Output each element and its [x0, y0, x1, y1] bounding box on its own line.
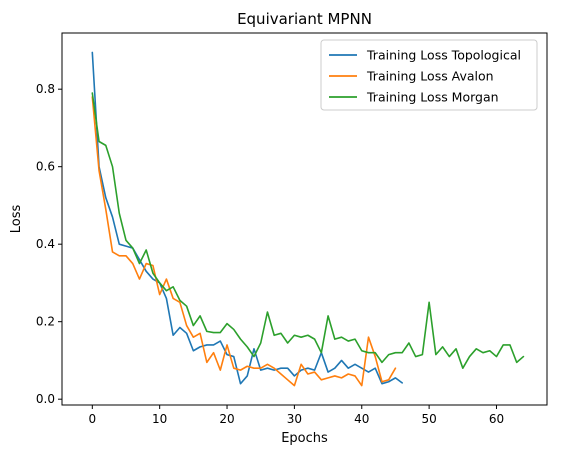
plot-area — [91, 51, 525, 387]
series-line-3 — [91, 92, 525, 369]
y-axis: 0.0 0.2 0.4 0.6 0.8 — [36, 82, 62, 406]
chart-title: Equivariant MPNN — [237, 10, 372, 28]
x-tick-label: 60 — [489, 412, 504, 426]
x-tick-label: 20 — [219, 412, 234, 426]
legend: Training Loss Topological Training Loss A… — [320, 39, 538, 111]
x-tick-label: 30 — [287, 412, 302, 426]
legend-label: Training Loss Topological — [366, 48, 521, 63]
y-tick-label: 0.6 — [36, 160, 55, 174]
axes-frame — [61, 32, 548, 406]
x-axis: 0 10 20 30 40 50 60 — [88, 405, 504, 426]
y-tick-label: 0.4 — [36, 237, 55, 251]
x-tick-label: 10 — [152, 412, 167, 426]
legend-label: Training Loss Avalon — [366, 69, 494, 84]
y-tick-label: 0.8 — [36, 82, 55, 96]
x-tick-label: 40 — [354, 412, 369, 426]
y-axis-label: Loss — [9, 205, 24, 234]
series-line-2 — [91, 96, 397, 387]
x-axis-label: Epochs — [281, 431, 328, 446]
x-tick-label: 0 — [88, 412, 96, 426]
y-tick-label: 0.0 — [36, 392, 55, 406]
x-tick-label: 50 — [421, 412, 436, 426]
legend-label: Training Loss Morgan — [366, 90, 499, 105]
y-tick-label: 0.2 — [36, 315, 55, 329]
legend-box — [320, 39, 538, 111]
